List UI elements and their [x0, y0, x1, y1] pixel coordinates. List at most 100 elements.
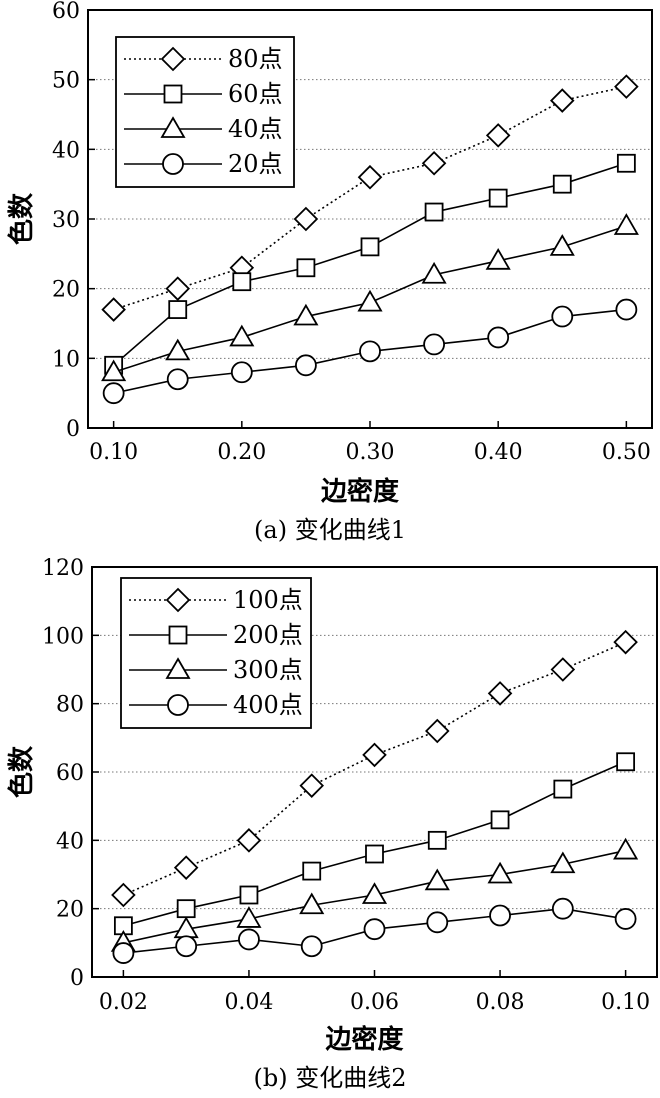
- data-point-diamond: [421, 150, 447, 176]
- data-point-circle: [551, 305, 574, 328]
- data-point-diamond: [425, 718, 450, 744]
- data-point-triangle: [357, 289, 383, 312]
- legend-box: [115, 36, 295, 188]
- legend-label: 40点: [228, 115, 283, 143]
- x-tick-label: 0.20: [217, 440, 266, 465]
- data-point-square: [296, 258, 316, 278]
- legend-box: [120, 577, 312, 729]
- data-point-circle: [166, 368, 189, 391]
- y-tick-label: 30: [52, 208, 80, 233]
- data-point-circle: [300, 935, 323, 958]
- data-point-square: [552, 174, 572, 194]
- data-point-triangle: [101, 359, 127, 382]
- legend-marker-diamond: [160, 46, 186, 72]
- data-point-diamond: [357, 164, 383, 190]
- series-2: [110, 837, 639, 952]
- data-point-triangle: [485, 248, 511, 270]
- legend-label: 20点: [228, 150, 283, 178]
- y-tick-label: 40: [52, 138, 80, 163]
- data-point-diamond: [236, 828, 262, 853]
- data-point-triangle: [613, 213, 639, 235]
- data-point-triangle: [424, 868, 450, 891]
- data-point-square: [424, 202, 444, 222]
- data-point-circle: [489, 904, 511, 927]
- legend: 80点 60点 40点 20点: [115, 36, 295, 188]
- y-tick-label: 0: [66, 417, 80, 442]
- data-point-triangle: [361, 882, 388, 904]
- legend-label: 400点: [233, 691, 303, 719]
- data-point-square: [365, 844, 384, 864]
- data-point-circle: [487, 326, 510, 349]
- y-tick-label: 60: [56, 761, 84, 786]
- data-point-triangle: [165, 338, 191, 361]
- series-1: [113, 752, 636, 936]
- y-tick-label: 20: [52, 278, 80, 303]
- data-point-diamond: [614, 74, 639, 99]
- data-point-circle: [238, 928, 260, 951]
- data-point-square: [616, 752, 636, 772]
- y-axis-title: 色数: [6, 192, 37, 245]
- x-tick-label: 0.04: [224, 990, 273, 1015]
- data-point-square: [232, 272, 252, 292]
- data-point-circle: [295, 354, 317, 377]
- data-point-square: [176, 899, 196, 919]
- data-point-triangle: [549, 234, 575, 256]
- data-point-diamond: [173, 855, 199, 880]
- x-tick-label: 0.40: [474, 440, 523, 465]
- data-point-square: [360, 237, 380, 257]
- legend-marker-circle: [162, 153, 184, 175]
- figure-caption: (a) 变化曲线1: [254, 516, 406, 544]
- data-point-diamond: [549, 88, 575, 113]
- data-point-circle: [423, 333, 445, 356]
- y-tick-label: 120: [42, 556, 84, 581]
- legend-marker-triangle: [165, 657, 191, 679]
- y-tick-label: 40: [56, 829, 84, 854]
- x-axis-title: 边密度: [325, 1024, 403, 1055]
- y-tick-label: 10: [52, 347, 80, 372]
- legend-marker-diamond: [165, 587, 191, 613]
- legend-marker-square: [168, 625, 188, 645]
- y-tick-label: 20: [56, 898, 84, 923]
- data-point-triangle: [299, 892, 325, 915]
- data-point-diamond: [550, 657, 576, 682]
- legend-label: 60点: [228, 80, 283, 108]
- x-tick-label: 0.08: [476, 990, 525, 1015]
- legend-label: 80点: [228, 45, 283, 73]
- series-0: [111, 629, 638, 908]
- y-tick-label: 60: [52, 0, 80, 24]
- data-point-diamond: [111, 882, 136, 908]
- series-3: [102, 298, 638, 405]
- x-tick-label: 0.10: [601, 990, 650, 1015]
- data-point-triangle: [487, 861, 513, 884]
- legend-label: 300点: [233, 656, 303, 684]
- data-point-circle: [102, 382, 125, 405]
- data-point-diamond: [487, 681, 513, 706]
- data-point-triangle: [613, 837, 639, 860]
- data-point-diamond: [299, 773, 324, 798]
- data-point-diamond: [362, 742, 387, 768]
- data-point-circle: [615, 298, 638, 321]
- series-1: [104, 153, 636, 375]
- y-axis-title: 色数: [6, 745, 37, 798]
- series-2: [101, 213, 639, 382]
- legend-label: 100点: [233, 586, 303, 614]
- data-point-circle: [426, 911, 449, 934]
- data-point-square: [490, 810, 510, 830]
- data-point-triangle: [236, 906, 262, 928]
- data-point-circle: [359, 340, 381, 363]
- series-3: [112, 897, 637, 964]
- y-tick-label: 0: [70, 966, 84, 991]
- chart-panel-a: 0 10 20 30 40 50 60 0.10 0.20 0.30 0.40 0.50 边密度 色数 (a…: [6, 0, 653, 544]
- data-point-diamond: [613, 629, 638, 655]
- data-point-circle: [175, 935, 198, 958]
- data-point-diamond: [101, 297, 126, 322]
- data-point-square: [302, 861, 322, 881]
- data-point-square: [168, 300, 188, 319]
- data-point-square: [616, 153, 636, 173]
- data-point-circle: [112, 942, 135, 964]
- legend-label: 200点: [233, 621, 303, 649]
- data-point-triangle: [293, 303, 319, 326]
- data-point-triangle: [421, 261, 447, 284]
- x-tick-label: 0.30: [346, 440, 395, 465]
